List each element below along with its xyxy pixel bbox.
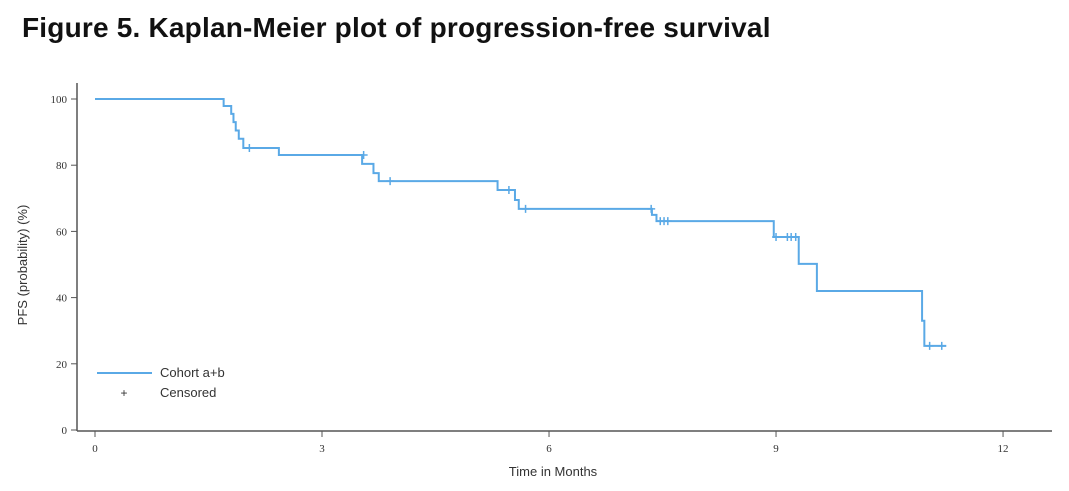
censor-marker: [504, 186, 513, 195]
km-step-line: [95, 98, 947, 347]
y-tick-label: 60: [56, 226, 68, 238]
legend-label-censored: Censored: [160, 385, 216, 400]
legend-label-series: Cohort a+b: [160, 365, 225, 380]
y-tick-label: 100: [51, 94, 68, 106]
legend-censor-marker: +: [120, 386, 127, 400]
x-tick-label: 3: [319, 443, 325, 455]
x-axis-label: Time in Months: [509, 464, 598, 479]
censor-marker: [937, 341, 946, 350]
x-tick-label: 6: [546, 443, 552, 455]
censor-marker: [791, 233, 800, 242]
y-tick-label: 40: [56, 293, 68, 305]
x-tick-label: 9: [773, 443, 779, 455]
censor-marker: [245, 143, 254, 152]
x-tick-label: 12: [998, 443, 1009, 455]
legend: Cohort a+b + Censored: [97, 365, 225, 400]
y-tick-label: 20: [56, 359, 68, 371]
x-tick-label: 0: [92, 443, 98, 455]
censor-marker: [663, 217, 672, 226]
y-tick-label: 0: [62, 425, 68, 437]
censor-marker: [772, 233, 781, 242]
censor-marker: [521, 204, 530, 213]
figure-title: Figure 5. Kaplan-Meier plot of progressi…: [22, 12, 771, 43]
y-tick-label: 80: [56, 160, 68, 172]
censor-marker: [647, 204, 656, 213]
censor-marker: [359, 150, 368, 159]
y-axis-label: PFS (probability) (%): [15, 205, 30, 326]
censor-marker: [925, 341, 934, 350]
censor-marker: [386, 177, 395, 186]
